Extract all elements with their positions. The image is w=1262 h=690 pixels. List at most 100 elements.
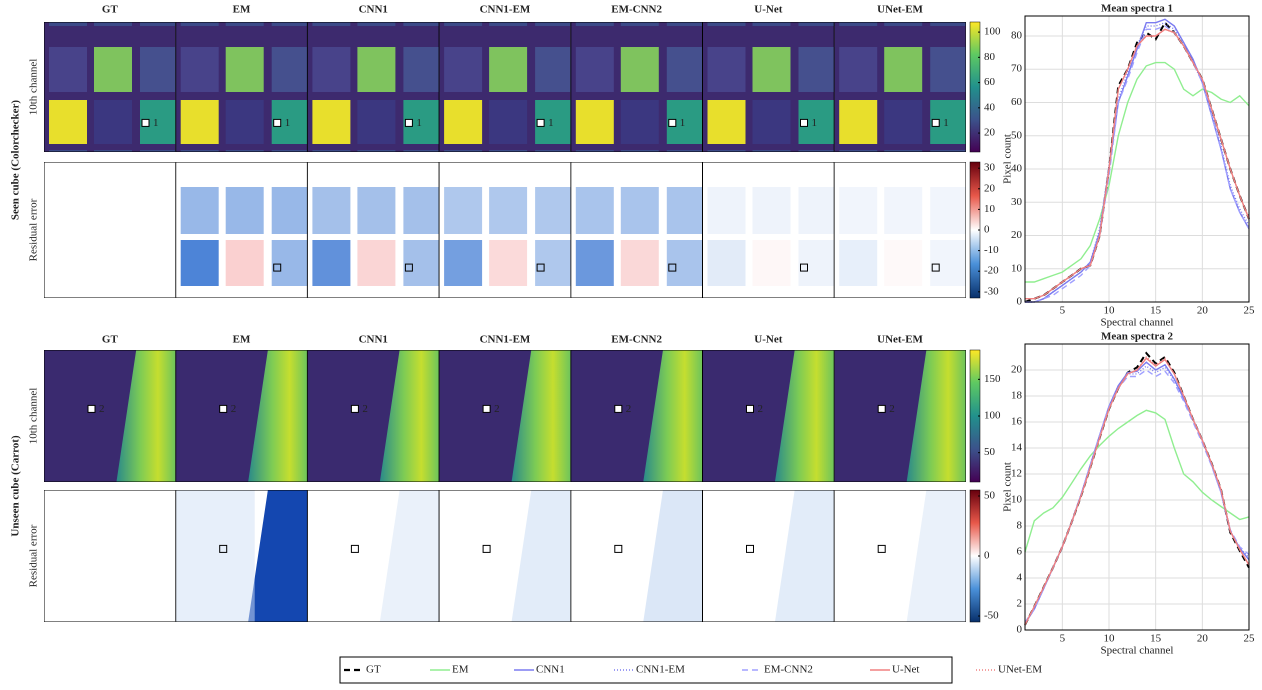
- y-tick-label: 40: [1011, 163, 1023, 175]
- patch: [312, 150, 351, 152]
- patch: [312, 187, 351, 234]
- column-header: EM-CNN2: [611, 334, 662, 346]
- tile-bg: [570, 490, 703, 622]
- probe-label: 1: [416, 117, 422, 129]
- x-tick-label: 10: [1104, 633, 1116, 645]
- patch: [180, 240, 219, 286]
- image-tile: 2: [834, 350, 966, 482]
- probe-label: 1: [680, 117, 686, 129]
- image-tile: [307, 162, 440, 298]
- patch: [930, 47, 966, 92]
- residual-band: [511, 490, 571, 622]
- image-tile: [702, 490, 835, 622]
- residual-band: [379, 490, 440, 622]
- image-tile: 2: [439, 350, 571, 482]
- probe-label: 1: [812, 117, 818, 129]
- y-tick-label: 30: [1011, 196, 1023, 208]
- row-label: Residual error: [28, 524, 40, 587]
- patch: [140, 47, 176, 92]
- patch: [357, 100, 396, 144]
- probe-marker: [668, 118, 677, 127]
- patch: [666, 187, 703, 234]
- patch: [489, 100, 528, 144]
- probe-marker: [668, 263, 677, 272]
- patch: [489, 187, 528, 234]
- patch: [575, 150, 614, 152]
- patch: [444, 150, 483, 152]
- probe-marker: [536, 118, 545, 127]
- y-tick-label: 14: [1011, 442, 1023, 454]
- probe-marker: [931, 263, 940, 272]
- image-tile: 1: [834, 22, 966, 152]
- patch: [535, 240, 571, 286]
- series-line: [1025, 25, 1250, 303]
- colorbar-tick-label: 20: [984, 127, 996, 139]
- patch: [225, 22, 264, 26]
- patch: [884, 100, 923, 144]
- patch: [312, 100, 351, 144]
- image-tile: 2: [307, 350, 440, 482]
- patch: [620, 150, 659, 152]
- patch: [839, 187, 878, 234]
- carrot: [511, 350, 571, 482]
- tile-bg: [702, 162, 835, 298]
- y-tick-label: 8: [1017, 520, 1023, 532]
- patch: [707, 240, 746, 286]
- patch: [839, 22, 878, 26]
- image-tile: [702, 162, 835, 298]
- colorbar-tick-label: 0: [984, 550, 990, 562]
- patch: [225, 47, 264, 92]
- probe-label: 2: [99, 403, 105, 415]
- patch: [884, 150, 923, 152]
- patch: [357, 240, 396, 286]
- patch: [94, 150, 132, 152]
- patch: [94, 100, 132, 144]
- x-tick-label: 5: [1060, 633, 1066, 645]
- patch: [707, 22, 746, 26]
- x-axis-label: Spectral channel: [1101, 317, 1174, 329]
- carrot: [116, 350, 176, 482]
- residual-haze: [175, 490, 255, 622]
- column-header: CNN1-EM: [480, 4, 531, 16]
- image-tile: [175, 490, 308, 622]
- column-header: CNN1: [359, 4, 388, 16]
- probe-marker: [219, 544, 228, 553]
- patch: [930, 240, 966, 286]
- y-tick-label: 10: [1011, 262, 1023, 274]
- patch: [444, 187, 483, 234]
- series-line: [1025, 28, 1250, 300]
- patch: [225, 150, 264, 152]
- row-label: 10th channel: [28, 59, 40, 116]
- y-tick-label: 80: [1011, 29, 1023, 41]
- colorbar-tick-label: -50: [984, 610, 999, 622]
- probe-marker: [219, 404, 228, 413]
- patch: [489, 47, 528, 92]
- column-header: UNet-EM: [877, 4, 923, 16]
- patch: [575, 187, 614, 234]
- patch: [49, 22, 87, 26]
- tile-bg: [834, 490, 966, 622]
- y-tick-label: 50: [1011, 129, 1023, 141]
- patch: [180, 187, 219, 234]
- colorbar-tick-label: 80: [984, 51, 996, 63]
- image-tile: [570, 162, 703, 298]
- probe-label: 2: [231, 403, 237, 415]
- image-tile: 2: [44, 350, 176, 482]
- patch: [798, 150, 835, 152]
- image-tile: [44, 162, 176, 298]
- patch: [620, 100, 659, 144]
- row-group-title: Unseen cube (Carrot): [10, 435, 22, 537]
- y-tick-label: 20: [1011, 229, 1023, 241]
- x-tick-label: 25: [1244, 305, 1256, 317]
- patch: [575, 240, 614, 286]
- patch: [666, 240, 703, 286]
- image-tile: 1: [307, 22, 440, 152]
- patch: [489, 240, 528, 286]
- plot-area: [1025, 344, 1249, 630]
- x-tick-label: 15: [1150, 305, 1162, 317]
- patch: [49, 150, 87, 152]
- patch: [839, 150, 878, 152]
- patch: [49, 47, 87, 92]
- y-tick-label: 60: [1011, 96, 1023, 108]
- probe-marker: [482, 544, 491, 553]
